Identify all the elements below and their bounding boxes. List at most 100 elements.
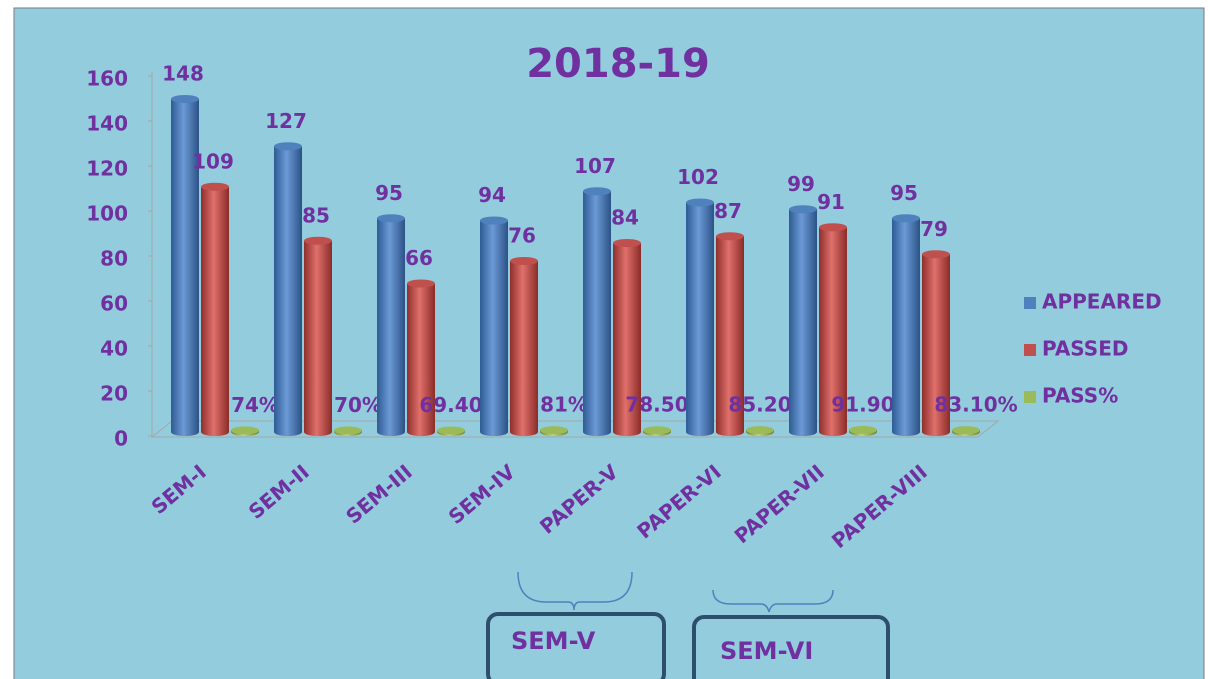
data-label: 107	[574, 154, 616, 178]
annotation-box	[692, 615, 890, 679]
bar	[686, 202, 714, 432]
data-label: 148	[162, 62, 204, 86]
bar	[274, 146, 302, 432]
bar-cap	[540, 426, 568, 435]
bar	[613, 243, 641, 432]
y-tick-label: 20	[100, 382, 128, 406]
bar-cap	[437, 426, 465, 435]
bar-base	[819, 428, 847, 436]
legend-swatch	[1024, 297, 1036, 309]
bar-cap	[201, 182, 229, 191]
bar	[377, 218, 405, 432]
data-label: 83.10%	[934, 393, 1017, 417]
y-tick-label: 80	[100, 247, 128, 271]
bar	[171, 99, 199, 432]
bar-cap	[274, 142, 302, 151]
bar	[922, 254, 950, 432]
annotation-box	[486, 612, 666, 679]
bar-base	[171, 428, 199, 436]
bar-base	[613, 428, 641, 436]
data-label: 84	[611, 206, 639, 230]
y-tick-label: 140	[86, 112, 128, 136]
bar-base	[922, 428, 950, 436]
data-label: 94	[478, 183, 506, 207]
bar	[510, 261, 538, 432]
bar-cap	[789, 205, 817, 214]
bar-cap	[746, 426, 774, 435]
data-label: 95	[890, 181, 918, 205]
data-label: 87	[714, 199, 742, 223]
data-label: 127	[265, 109, 307, 133]
bar-cap	[819, 223, 847, 232]
annotation: SEM-V	[511, 627, 596, 655]
bar	[716, 236, 744, 432]
data-label: 81%	[540, 393, 588, 417]
data-label: 74%	[231, 393, 279, 417]
bar-cap	[510, 257, 538, 265]
bar-cap	[407, 279, 435, 288]
bar-base	[201, 428, 229, 436]
bar-cap	[952, 426, 980, 435]
data-label: 102	[677, 165, 719, 189]
bar	[583, 191, 611, 432]
y-tick-label: 100	[86, 202, 128, 226]
data-label: 85	[302, 203, 330, 227]
legend-swatch	[1024, 391, 1036, 403]
annotation: SEM-VI	[720, 637, 813, 665]
bar-base	[274, 428, 302, 436]
bar-base	[892, 428, 920, 436]
bar-base	[789, 428, 817, 436]
chart-title: 2018-19	[526, 41, 710, 87]
bar	[480, 220, 508, 432]
y-tick-label: 0	[114, 427, 128, 451]
y-tick-label: 40	[100, 337, 128, 361]
floor	[150, 420, 1000, 438]
bar-base	[377, 428, 405, 436]
data-label: 99	[787, 172, 815, 196]
bar-base	[510, 428, 538, 436]
bar	[304, 240, 332, 432]
data-label: 91	[817, 190, 845, 214]
bar-base	[686, 428, 714, 436]
bar-cap	[334, 426, 362, 435]
bar	[201, 186, 229, 432]
bar	[892, 218, 920, 432]
bar-base	[716, 428, 744, 436]
brace	[517, 571, 633, 611]
bar-cap	[377, 214, 405, 223]
bar	[819, 227, 847, 432]
bar-cap	[613, 239, 641, 247]
bar-cap	[304, 236, 332, 245]
bar	[407, 283, 435, 432]
bar-base	[480, 428, 508, 436]
brace	[712, 589, 834, 613]
bar-cap	[686, 198, 714, 207]
legend-swatch	[1024, 344, 1036, 356]
bar-cap	[480, 216, 508, 225]
data-label: 79	[920, 217, 948, 241]
y-tick-label: 60	[100, 292, 128, 316]
data-label: 66	[405, 246, 433, 270]
bar-base	[583, 428, 611, 436]
bar-cap	[716, 232, 744, 241]
y-tick-label: 120	[86, 157, 128, 181]
y-tick-label: 160	[86, 67, 128, 91]
bar-cap	[892, 214, 920, 223]
data-label: 70%	[334, 393, 382, 417]
data-label: 95	[375, 181, 403, 205]
bar-base	[304, 428, 332, 436]
data-label: 109	[192, 149, 234, 173]
legend-label: APPEARED	[1042, 290, 1162, 314]
bar-base	[407, 428, 435, 436]
bar	[789, 209, 817, 432]
bar-cap	[849, 425, 877, 434]
bar-cap	[171, 95, 199, 103]
bar-cap	[231, 426, 259, 435]
legend-label: PASSED	[1042, 337, 1128, 361]
data-label: 76	[508, 224, 536, 248]
bar-cap	[583, 187, 611, 196]
legend-label: PASS%	[1042, 384, 1118, 408]
bar-cap	[643, 426, 671, 435]
